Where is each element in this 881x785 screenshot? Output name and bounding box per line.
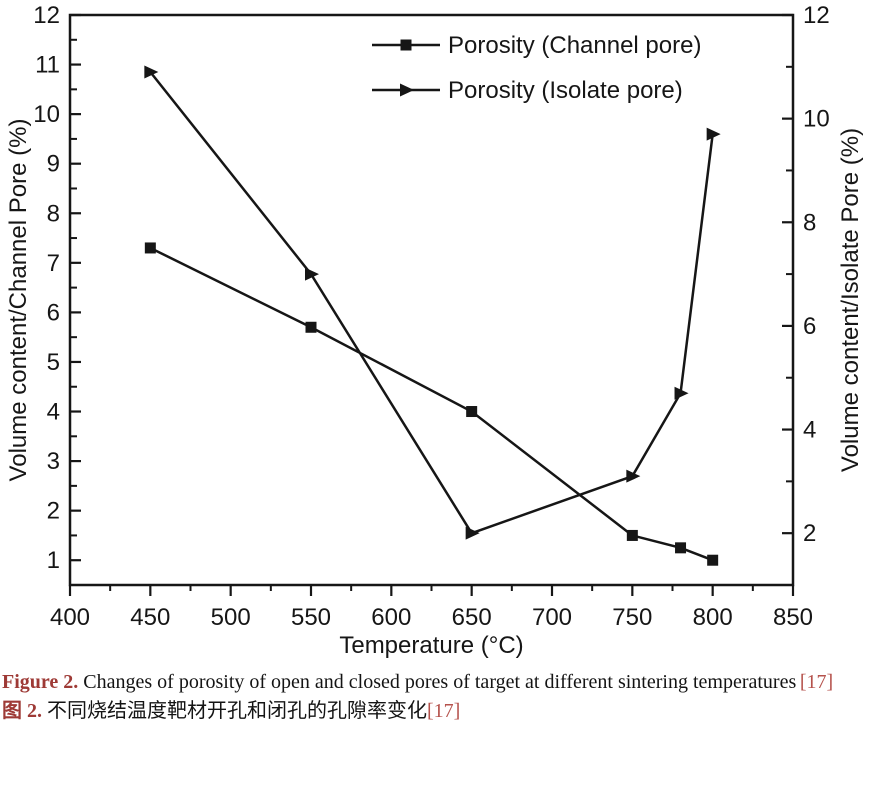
x-tick-label: 600 [371, 604, 411, 631]
plot-frame [68, 13, 795, 587]
square-marker [466, 406, 478, 418]
x-tick-label: 750 [612, 604, 652, 631]
right-tick-label: 10 [803, 106, 830, 133]
x-tick-label: 400 [50, 604, 90, 631]
right-tick-label: 8 [803, 209, 816, 236]
right-tick-label: 4 [803, 417, 816, 444]
left-tick-label: 5 [47, 349, 60, 376]
left-tick-label: 8 [47, 200, 60, 227]
x-axis: 400 450 500 550 600 650 700 750 800 850 Temperatur… [50, 585, 813, 659]
legend-entry: Porosity (Channel pore) [372, 32, 701, 59]
porosity-line-chart: 400 450 500 550 600 650 700 750 800 850 Temperatur… [5, 2, 864, 659]
caption-text-en: Changes of porosity of open and closed p… [83, 671, 797, 693]
triangle-right-marker [144, 65, 159, 79]
left-tick-label: 7 [47, 250, 60, 277]
legend-label: Porosity (Channel pore) [448, 32, 701, 59]
left-axis-title: Volume content/Channel Pore (%) [5, 119, 32, 482]
left-tick-label: 6 [47, 299, 60, 326]
figure-label-zh: 图 2. [2, 700, 42, 722]
left-tick-label: 9 [47, 151, 60, 178]
left-tick-label: 11 [35, 52, 60, 79]
left-tick-label: 2 [47, 498, 60, 525]
triangle-right-marker [400, 83, 414, 97]
series-porosity-channel-pore [144, 242, 719, 566]
series-line [149, 71, 714, 535]
left-tick-label: 4 [47, 399, 60, 426]
x-tick-label: 650 [452, 604, 492, 631]
caption-text-zh: 不同烧结温度靶材开孔和闭孔的孔隙率变化 [47, 700, 427, 722]
triangle-right-marker [626, 469, 641, 483]
x-axis-title: Temperature (°C) [339, 632, 523, 659]
x-tick-label: 800 [693, 604, 733, 631]
series-line [149, 246, 714, 562]
citation-ref-zh[interactable]: [17] [427, 700, 461, 722]
x-tick-label: 700 [532, 604, 572, 631]
caption-english: Figure 2. Changes of porosity of open an… [2, 668, 879, 697]
left-tick-label: 12 [33, 2, 60, 29]
left-tick-label: 3 [47, 448, 60, 475]
figure-caption: Figure 2. Changes of porosity of open an… [2, 668, 879, 726]
right-y-axis: 2 4 6 8 10 12 Volume content/Isolate Pore (%) [782, 2, 864, 547]
x-tick-label: 450 [130, 604, 170, 631]
citation-ref-en[interactable]: [17] [799, 671, 834, 693]
right-tick-label: 2 [803, 520, 816, 547]
right-tick-label: 12 [803, 2, 830, 29]
figure-label-en: Figure 2. [2, 671, 79, 693]
triangle-right-marker [674, 386, 689, 400]
square-marker [305, 321, 317, 333]
left-tick-label: 10 [33, 101, 60, 128]
square-marker [626, 529, 638, 541]
right-axis-title: Volume content/Isolate Pore (%) [837, 128, 864, 472]
triangle-right-marker [706, 127, 721, 141]
x-tick-label: 550 [291, 604, 331, 631]
series-porosity-isolate-pore [144, 65, 721, 540]
square-marker [400, 39, 412, 51]
triangle-right-marker [305, 267, 319, 281]
x-tick-label: 500 [211, 604, 251, 631]
right-tick-label: 6 [803, 313, 816, 340]
legend-label: Porosity (Isolate pore) [448, 77, 683, 104]
left-tick-label: 1 [47, 547, 60, 574]
legend-entry: Porosity (Isolate pore) [372, 77, 683, 104]
square-marker [707, 554, 719, 566]
caption-chinese: 图 2. 不同烧结温度靶材开孔和闭孔的孔隙率变化[17] [2, 697, 879, 726]
legend: Porosity (Channel pore) Porosity (Isolate… [372, 32, 701, 104]
x-tick-label: 850 [773, 604, 813, 631]
square-marker [675, 542, 687, 554]
triangle-right-marker [465, 526, 480, 540]
square-marker [144, 242, 156, 254]
